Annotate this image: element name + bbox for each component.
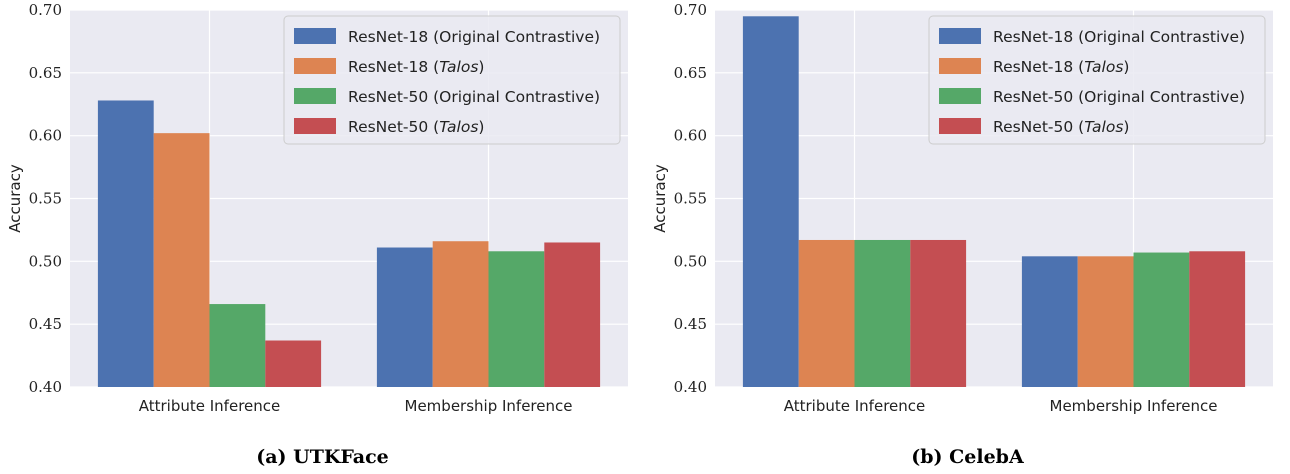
- y-tick-label: 0.55: [29, 190, 62, 208]
- y-tick-label: 0.60: [674, 127, 707, 145]
- bar: [544, 242, 601, 387]
- figure-utkface: 0.40 0.45 0.50 0.55 0.60 0.65 0.70 Attribute In…: [6, 1, 628, 468]
- y-tick-label: 0.70: [29, 1, 62, 19]
- legend: ResNet-18 (Original Contrastive) ResNet-1…: [928, 15, 1266, 145]
- bar: [1189, 251, 1246, 387]
- y-tick-label: 0.45: [674, 315, 707, 333]
- bar: [209, 304, 266, 387]
- y-tick-label: 0.50: [29, 252, 62, 270]
- y-tick-label: 0.45: [29, 315, 62, 333]
- bar: [488, 251, 545, 387]
- bar: [153, 133, 210, 387]
- legend-box: [928, 15, 1266, 145]
- legend-label: ResNet-50 (Talos): [348, 118, 484, 136]
- bar: [97, 100, 154, 387]
- y-tick-label: 0.65: [674, 64, 707, 82]
- bar: [910, 239, 967, 387]
- figure-celeba: 0.40 0.45 0.50 0.55 0.60 0.65 0.70 Attribute In…: [645, 0, 1290, 474]
- legend-swatch: [294, 88, 336, 104]
- x-tick-label: Membership Inference: [405, 397, 573, 415]
- y-tick-label: 0.65: [29, 64, 62, 82]
- legend-label: ResNet-18 (Original Contrastive): [993, 28, 1245, 46]
- legend-label: ResNet-50 (Original Contrastive): [348, 88, 600, 106]
- legend-swatch: [939, 118, 981, 134]
- y-axis-label: Accuracy: [651, 164, 669, 233]
- x-tick-label: Attribute Inference: [139, 397, 281, 415]
- bar: [432, 241, 489, 387]
- legend-swatch: [294, 118, 336, 134]
- y-tick-label: 0.40: [674, 378, 707, 396]
- bar-chart-celeba: 0.40 0.45 0.50 0.55 0.60 0.65 0.70 Attribute In…: [651, 1, 1273, 415]
- bar-chart-utkface: 0.40 0.45 0.50 0.55 0.60 0.65 0.70 Attribute In…: [6, 1, 628, 415]
- legend-label: ResNet-50 (Original Contrastive): [993, 88, 1245, 106]
- legend-swatch: [939, 88, 981, 104]
- bar: [742, 16, 799, 388]
- bar: [1133, 252, 1190, 387]
- bar: [1021, 256, 1078, 387]
- bar: [376, 247, 433, 387]
- x-tick-label: Attribute Inference: [784, 397, 926, 415]
- y-tick-label: 0.60: [29, 127, 62, 145]
- legend-box: [283, 15, 621, 145]
- legend-swatch: [939, 28, 981, 44]
- legend-label: ResNet-18 (Original Contrastive): [348, 28, 600, 46]
- figure-caption: (b) CelebA: [911, 446, 1024, 468]
- bar: [265, 340, 322, 387]
- legend-label: ResNet-18 (Talos): [348, 58, 484, 76]
- figure-caption: (a) UTKFace: [256, 446, 389, 468]
- legend: ResNet-18 (Original Contrastive) ResNet-1…: [283, 15, 621, 145]
- legend-swatch: [294, 28, 336, 44]
- bar: [798, 239, 855, 387]
- bar: [1077, 256, 1134, 387]
- legend-swatch: [939, 58, 981, 74]
- legend-label: ResNet-18 (Talos): [993, 58, 1129, 76]
- y-tick-label: 0.70: [674, 1, 707, 19]
- bar: [854, 239, 911, 387]
- y-tick-label: 0.40: [29, 378, 62, 396]
- legend-label: ResNet-50 (Talos): [993, 118, 1129, 136]
- x-tick-label: Membership Inference: [1050, 397, 1218, 415]
- legend-swatch: [294, 58, 336, 74]
- y-axis-label: Accuracy: [6, 164, 24, 233]
- y-tick-label: 0.55: [674, 190, 707, 208]
- y-tick-label: 0.50: [674, 252, 707, 270]
